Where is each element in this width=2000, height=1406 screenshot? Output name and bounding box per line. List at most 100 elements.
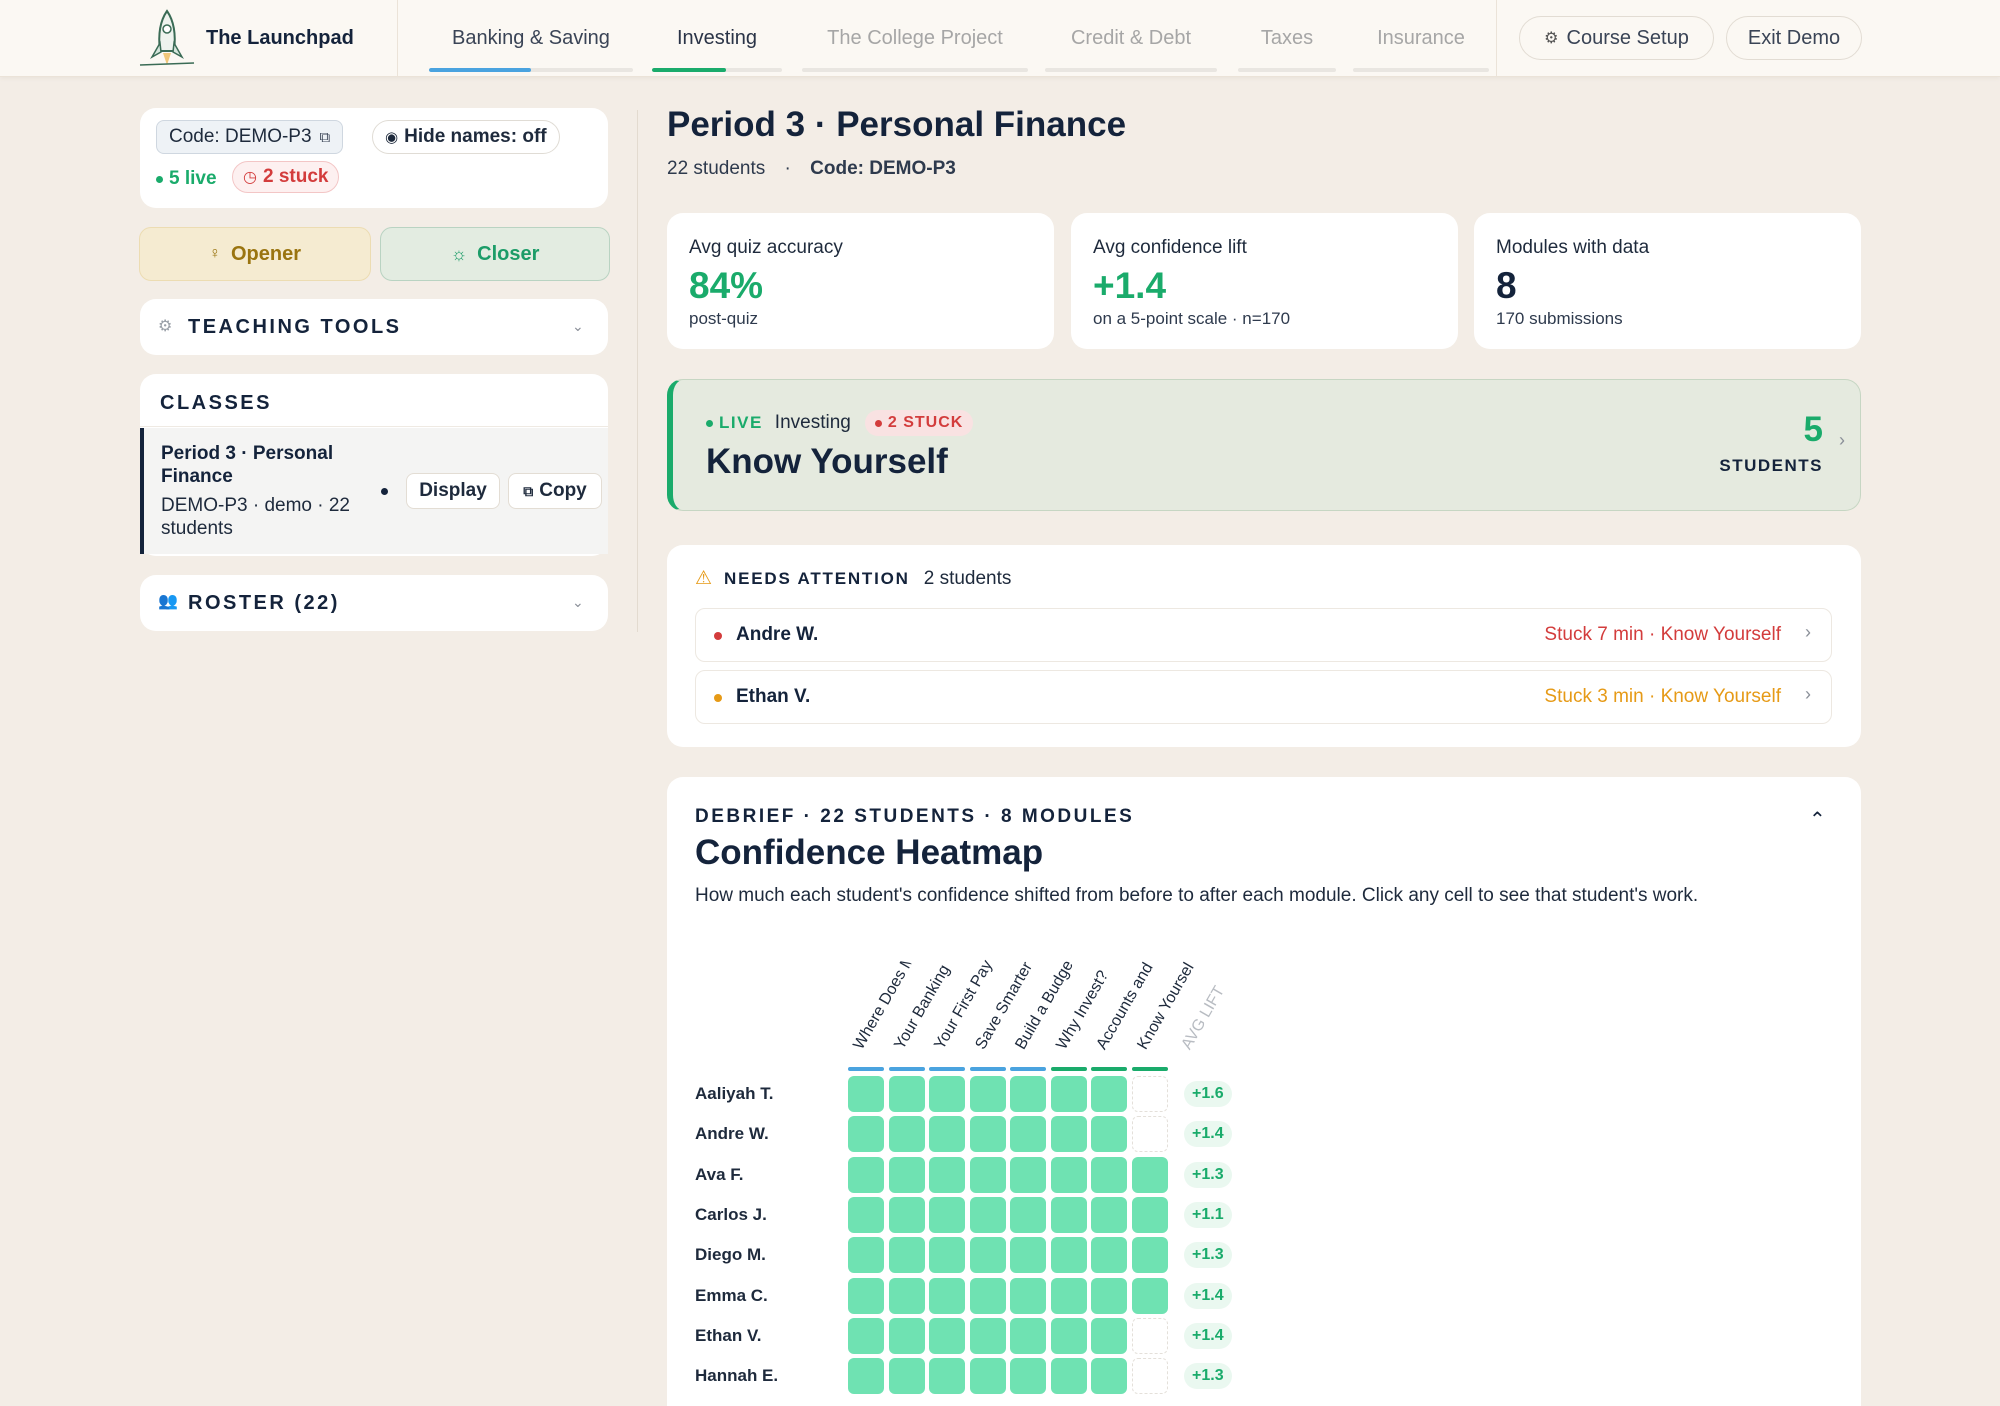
heatmap-cell[interactable]	[1050, 1237, 1087, 1274]
tab-insurance[interactable]: Insurance	[1353, 0, 1489, 77]
stuck-badge-label: 2 STUCK	[887, 414, 964, 431]
heatmap-student-name[interactable]: Aaliyah T.	[695, 1084, 774, 1103]
tab-investing[interactable]: Investing	[652, 0, 782, 77]
heatmap-cell[interactable]	[1010, 1116, 1046, 1153]
heatmap-cell[interactable]	[888, 1116, 925, 1153]
live-module-card[interactable]: LIVE Investing 2 STUCK Know Yourself 5 S…	[667, 379, 1861, 511]
heatmap-cell[interactable]	[1050, 1196, 1087, 1233]
heatmap-cell[interactable]	[848, 1196, 884, 1233]
heatmap-cell[interactable]	[848, 1116, 884, 1153]
display-button[interactable]: Display	[406, 473, 500, 509]
heatmap-cell[interactable]	[888, 1156, 925, 1193]
heatmap-cell[interactable]	[1131, 1237, 1168, 1274]
heatmap-cell[interactable]	[1010, 1358, 1046, 1395]
course-setup-button[interactable]: ⚙ Course Setup	[1519, 16, 1714, 60]
unit-label: Investing	[774, 412, 851, 433]
chevron-up-icon[interactable]: ⌃	[1809, 809, 1826, 831]
class-code-pill[interactable]: Code: DEMO-P3 ⧉	[156, 120, 344, 154]
heatmap-cell[interactable]	[848, 1076, 884, 1112]
heatmap-cell[interactable]	[888, 1076, 925, 1112]
heatmap-cell[interactable]	[888, 1277, 925, 1314]
brand[interactable]: The Launchpad	[136, 8, 354, 68]
heatmap-cell[interactable]	[969, 1237, 1006, 1274]
heatmap-cell[interactable]	[1091, 1317, 1127, 1354]
heatmap-cell[interactable]	[929, 1358, 965, 1395]
heatmap-cell[interactable]	[888, 1196, 925, 1233]
heatmap-student-name[interactable]: Ava F.	[695, 1164, 744, 1184]
heatmap-cell[interactable]	[1131, 1277, 1168, 1314]
teaching-tools-panel[interactable]: ⚙ TEACHING TOOLS ⌄	[140, 299, 608, 355]
heatmap-cell[interactable]	[1050, 1116, 1087, 1153]
heatmap-cell[interactable]	[848, 1317, 884, 1354]
attention-row[interactable]: Andre W. Stuck 7 min · Know Yourself ›	[695, 608, 1832, 662]
heatmap-cell[interactable]	[1050, 1317, 1087, 1354]
heatmap-cell[interactable]	[1091, 1237, 1127, 1274]
heatmap-cell[interactable]	[929, 1156, 965, 1193]
tab-taxes[interactable]: Taxes	[1238, 0, 1336, 77]
heatmap-cell[interactable]	[888, 1317, 925, 1354]
heatmap-cell[interactable]	[969, 1277, 1006, 1314]
heatmap-cell[interactable]	[929, 1116, 965, 1153]
tab-college-project[interactable]: The College Project	[802, 0, 1028, 77]
heatmap-cell[interactable]	[848, 1358, 884, 1395]
heatmap-student-name[interactable]: Diego M.	[695, 1245, 766, 1265]
heatmap-cell[interactable]	[848, 1237, 884, 1274]
heatmap-cell[interactable]	[888, 1237, 925, 1274]
heatmap-cell[interactable]	[929, 1196, 965, 1233]
stuck-count-pill[interactable]: ◷ 2 stuck	[232, 161, 340, 193]
heatmap-cell[interactable]	[969, 1156, 1006, 1193]
heatmap-cell[interactable]	[1010, 1156, 1046, 1193]
heatmap-cell[interactable]	[1131, 1116, 1168, 1153]
heatmap-cell[interactable]	[1091, 1116, 1127, 1153]
heatmap-cell[interactable]	[929, 1317, 965, 1354]
heatmap-cell[interactable]	[1091, 1196, 1127, 1233]
heatmap-student-name[interactable]: Hannah E.	[695, 1366, 779, 1386]
tab-label: The College Project	[827, 27, 1003, 49]
heatmap-cell[interactable]	[1010, 1277, 1046, 1314]
heatmap-cell[interactable]	[969, 1116, 1006, 1153]
heatmap-cell[interactable]	[1091, 1076, 1127, 1112]
heatmap-student-name[interactable]: Andre W.	[695, 1124, 769, 1144]
roster-panel[interactable]: 👥 ROSTER (22) ⌄	[140, 575, 608, 631]
heatmap-cell[interactable]	[929, 1277, 965, 1314]
attention-row[interactable]: Ethan V. Stuck 3 min · Know Yourself ›	[695, 670, 1832, 724]
stuck-badge: 2 STUCK	[864, 410, 974, 436]
opener-button[interactable]: ♀ Opener	[139, 227, 371, 281]
heatmap-cell[interactable]	[929, 1076, 965, 1112]
heatmap-cell[interactable]	[969, 1358, 1006, 1395]
heatmap-cell[interactable]	[1010, 1076, 1046, 1112]
heatmap-cell[interactable]	[1131, 1317, 1168, 1354]
heatmap-cell[interactable]	[1010, 1237, 1046, 1274]
heatmap-cell[interactable]	[848, 1156, 884, 1193]
class-list-item[interactable]: Period 3 · Personal Finance DEMO-P3 · de…	[140, 428, 608, 554]
heatmap-cell[interactable]	[1091, 1277, 1127, 1314]
heatmap-cell[interactable]	[1091, 1156, 1127, 1193]
heatmap-cell[interactable]	[969, 1076, 1006, 1112]
tab-banking-saving[interactable]: Banking & Saving	[429, 0, 633, 77]
heatmap-cell[interactable]	[1050, 1277, 1087, 1314]
heatmap-cell[interactable]	[1131, 1358, 1168, 1395]
heatmap-student-name[interactable]: Carlos J.	[695, 1204, 767, 1224]
heatmap-cell[interactable]	[1131, 1196, 1168, 1233]
heatmap-cell[interactable]	[969, 1317, 1006, 1354]
heatmap-cell[interactable]	[969, 1196, 1006, 1233]
hide-names-toggle[interactable]: ◉ Hide names: off	[372, 120, 560, 154]
copy-button[interactable]: ⧉ Copy	[508, 473, 602, 509]
heatmap-cell[interactable]	[848, 1277, 884, 1314]
heatmap-cell[interactable]	[1131, 1156, 1168, 1193]
attention-count: 2 students	[923, 567, 1012, 589]
closer-button[interactable]: ☼ Closer	[380, 227, 610, 281]
heatmap-cell[interactable]	[1050, 1076, 1087, 1112]
heatmap-cell[interactable]	[888, 1358, 925, 1395]
heatmap-cell[interactable]	[1010, 1317, 1046, 1354]
heatmap-cell[interactable]	[1050, 1156, 1087, 1193]
heatmap-cell[interactable]	[1050, 1358, 1087, 1395]
heatmap-cell[interactable]	[1010, 1196, 1046, 1233]
heatmap-student-name[interactable]: Ethan V.	[695, 1325, 762, 1345]
heatmap-student-name[interactable]: Emma C.	[695, 1285, 768, 1305]
heatmap-cell[interactable]	[929, 1237, 965, 1274]
tab-credit-debt[interactable]: Credit & Debt	[1045, 0, 1217, 77]
heatmap-cell[interactable]	[1131, 1076, 1168, 1112]
heatmap-cell[interactable]	[1091, 1358, 1127, 1395]
exit-demo-button[interactable]: Exit Demo	[1726, 16, 1862, 60]
